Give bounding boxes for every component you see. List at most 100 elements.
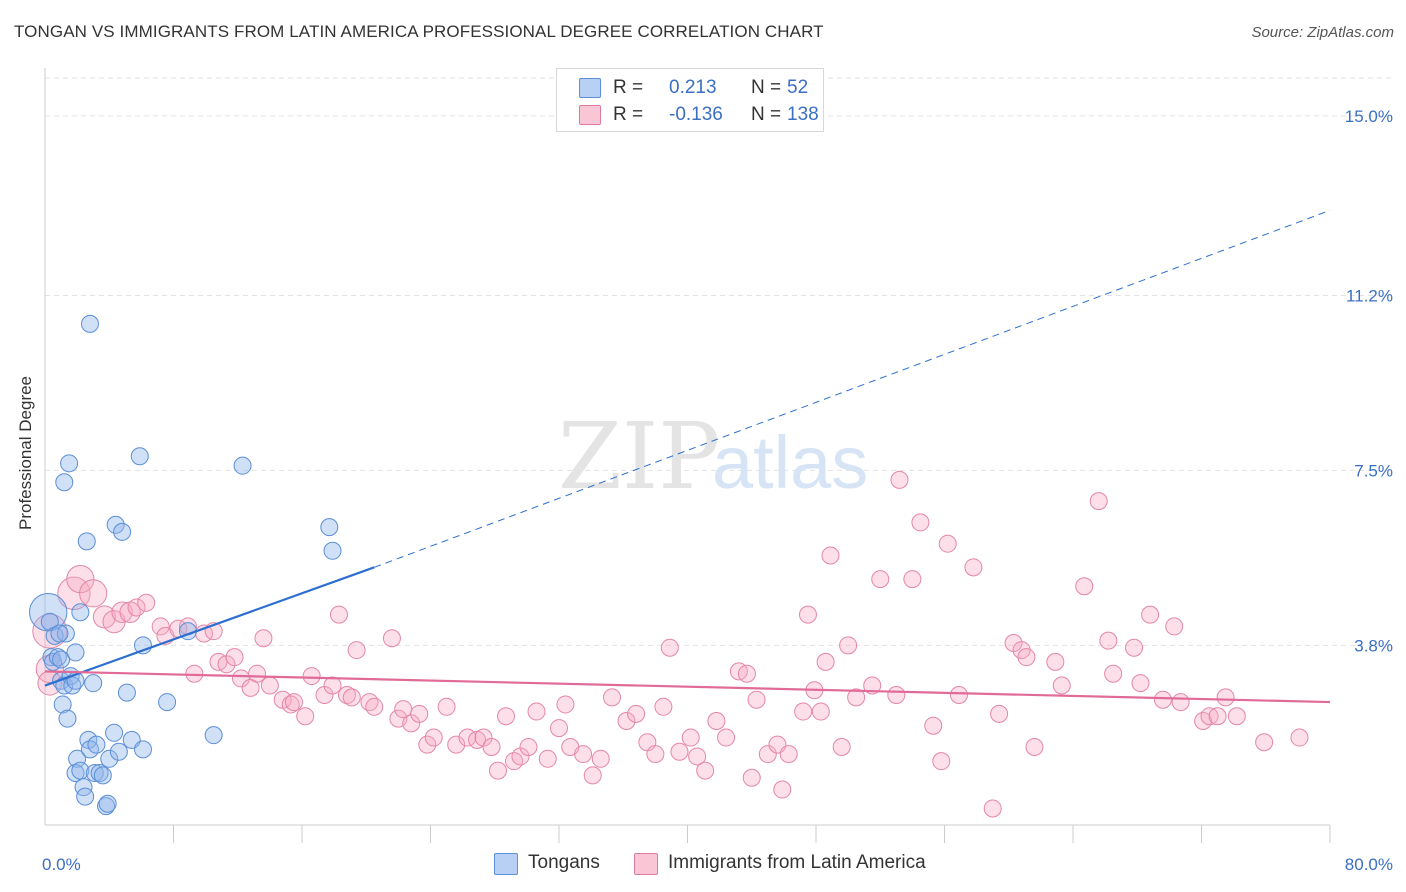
data-point — [100, 749, 119, 768]
data-point — [1194, 711, 1213, 730]
data-point — [137, 593, 156, 612]
legend-swatch-latin — [579, 105, 601, 125]
data-point — [281, 695, 300, 714]
chart-source: Source: ZipAtlas.com — [1251, 24, 1394, 41]
data-point — [681, 728, 700, 747]
data-point — [204, 726, 223, 745]
data-point — [233, 456, 252, 475]
data-point — [130, 447, 149, 466]
data-point — [84, 674, 103, 693]
data-point — [1017, 648, 1036, 667]
data-point — [248, 664, 267, 683]
data-point — [798, 605, 817, 624]
data-point — [627, 704, 646, 723]
data-point — [323, 676, 342, 695]
chart-title: TONGAN VS IMMIGRANTS FROM LATIN AMERICA … — [14, 22, 824, 41]
data-point — [591, 749, 610, 768]
data-point — [365, 697, 384, 716]
tick-labels: 3.8% 7.5% 11.2% 15.0% 0.0% 80.0% — [42, 107, 1393, 874]
data-point — [342, 688, 361, 707]
data-point — [688, 747, 707, 766]
data-point — [80, 314, 99, 333]
y-tick-label: 15.0% — [1345, 107, 1393, 126]
y-axis-label: Professional Degree — [16, 375, 35, 531]
legend-swatch-tongans — [494, 853, 518, 875]
data-point — [924, 716, 943, 735]
data-point — [98, 794, 117, 813]
data-point — [66, 643, 85, 662]
data-point — [603, 688, 622, 707]
data-point — [68, 749, 87, 768]
series-legend: Tongans Immigrants from Latin America — [0, 852, 1406, 878]
axes — [44, 68, 1331, 843]
data-point — [225, 648, 244, 667]
data-point — [55, 473, 74, 492]
legend-swatch-tongans — [579, 78, 601, 98]
data-point — [574, 745, 593, 764]
data-point — [418, 735, 437, 754]
data-point — [111, 601, 133, 623]
zipatlas-watermark: ZIP atlas — [558, 403, 868, 510]
data-point — [1208, 707, 1227, 726]
data-point — [53, 695, 72, 714]
data-point — [773, 780, 792, 799]
data-point — [48, 648, 67, 667]
data-point — [990, 704, 1009, 723]
data-point — [1171, 693, 1190, 712]
data-point — [482, 737, 501, 756]
data-point — [347, 641, 366, 660]
data-point — [816, 652, 835, 671]
data-point — [758, 745, 777, 764]
y-tick-label: 3.8% — [1354, 636, 1393, 655]
data-point — [747, 690, 766, 709]
data-point — [617, 711, 636, 730]
data-point — [1075, 577, 1094, 596]
data-point — [556, 695, 575, 714]
data-point — [106, 515, 125, 534]
data-point — [1046, 652, 1065, 671]
grid-lines — [45, 77, 1392, 646]
data-point — [260, 676, 279, 695]
y-tick-label: 11.2% — [1346, 286, 1393, 305]
data-point — [660, 638, 679, 657]
data-point — [1216, 688, 1235, 707]
legend-r-key: R = — [613, 77, 644, 98]
data-point — [527, 702, 546, 721]
data-point — [437, 697, 456, 716]
data-point — [887, 685, 906, 704]
data-point — [52, 650, 71, 669]
data-point — [93, 766, 112, 785]
x-tick-label: 80.0% — [1345, 855, 1393, 874]
data-point — [113, 522, 132, 541]
data-point — [87, 735, 106, 754]
data-point — [1131, 674, 1150, 693]
data-point — [903, 570, 922, 589]
data-point — [737, 664, 756, 683]
data-point — [1025, 737, 1044, 756]
data-point — [45, 626, 64, 645]
data-point — [839, 636, 858, 655]
data-point — [254, 629, 273, 648]
data-point — [320, 518, 339, 537]
data-point — [911, 513, 930, 532]
watermark-atlas: atlas — [712, 421, 868, 504]
data-point — [105, 723, 124, 742]
data-point — [1089, 492, 1108, 511]
data-point — [60, 454, 79, 473]
data-point — [1099, 631, 1118, 650]
data-point — [40, 612, 59, 631]
data-point — [1141, 605, 1160, 624]
data-point — [382, 629, 401, 648]
data-point — [707, 711, 726, 730]
latin-trend-line — [44, 670, 1331, 704]
tongan-trend-extension — [374, 209, 1331, 568]
data-point — [66, 763, 85, 782]
data-point — [302, 667, 321, 686]
data-point — [654, 697, 673, 716]
data-point — [832, 737, 851, 756]
tongan-points — [29, 314, 342, 816]
legend-label-latin: Immigrants from Latin America — [668, 852, 926, 873]
data-point — [488, 761, 507, 780]
legend-n-value: 52 — [787, 77, 809, 98]
